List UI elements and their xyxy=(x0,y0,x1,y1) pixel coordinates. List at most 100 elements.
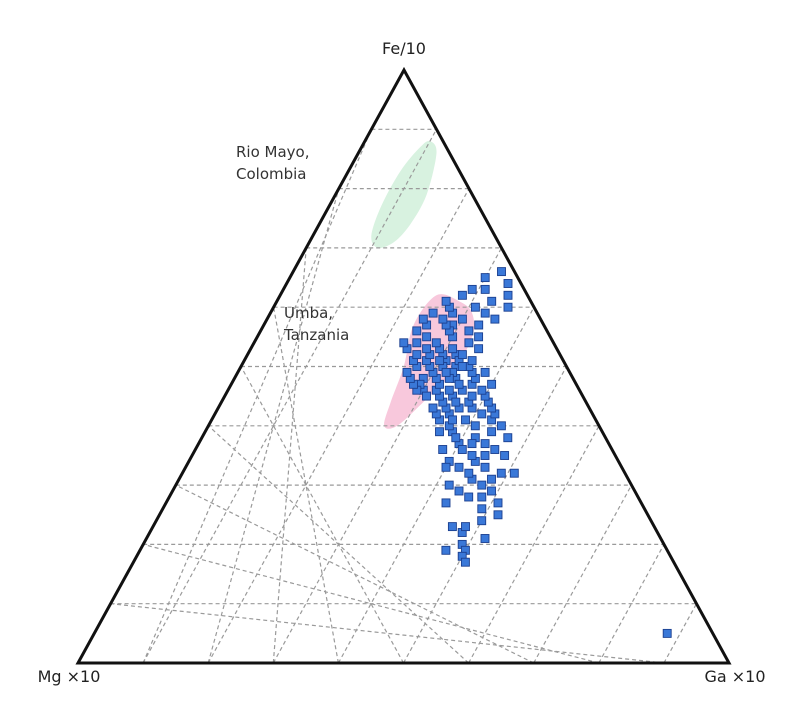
data-point xyxy=(418,314,428,324)
data-point xyxy=(480,308,490,318)
data-point xyxy=(435,356,445,366)
data-point xyxy=(464,338,474,348)
data-point xyxy=(503,290,513,300)
data-point xyxy=(487,474,496,484)
data-point xyxy=(457,350,467,360)
data-point xyxy=(480,284,490,294)
data-point xyxy=(428,308,438,318)
data-point xyxy=(422,332,432,342)
data-point xyxy=(467,284,477,294)
data-point xyxy=(474,344,484,354)
data-point xyxy=(457,314,467,324)
data-point xyxy=(477,480,487,490)
data-point xyxy=(500,451,510,460)
data-point xyxy=(454,379,464,389)
data-point xyxy=(503,279,513,288)
data-points-layer xyxy=(399,267,672,638)
data-point xyxy=(438,445,448,454)
vertex-label-mg: Mg ×10 xyxy=(38,667,101,686)
data-point xyxy=(496,468,506,478)
data-point xyxy=(477,516,487,526)
data-point xyxy=(480,439,490,449)
data-point xyxy=(474,320,484,330)
grid-line xyxy=(142,129,372,664)
data-point xyxy=(448,344,458,354)
region-label-line: Tanzania xyxy=(283,326,349,344)
data-point xyxy=(441,367,451,377)
data-point xyxy=(493,510,503,520)
data-point xyxy=(662,628,672,638)
grid-layer xyxy=(110,128,698,664)
data-point xyxy=(480,462,490,472)
data-point xyxy=(497,267,506,277)
data-point xyxy=(422,391,431,401)
data-point xyxy=(435,427,444,437)
data-point xyxy=(503,302,513,312)
data-point xyxy=(441,498,451,508)
region-label-0: Rio Mayo, Colombia xyxy=(236,143,310,183)
data-point xyxy=(474,332,484,342)
grid-line xyxy=(142,129,438,664)
data-point xyxy=(470,302,480,312)
data-point xyxy=(480,534,490,543)
data-point xyxy=(428,403,438,413)
data-point xyxy=(451,397,461,407)
data-point xyxy=(464,468,474,478)
data-point xyxy=(477,409,487,419)
data-point xyxy=(487,486,496,496)
data-point xyxy=(477,504,487,514)
data-point xyxy=(464,492,474,502)
region-label-line: Rio Mayo, xyxy=(236,143,310,161)
region-label-1: Umba, Tanzania xyxy=(283,304,349,344)
data-point xyxy=(447,522,457,532)
data-point xyxy=(467,451,477,460)
grid-line xyxy=(663,603,698,664)
grid-line xyxy=(468,425,600,664)
grid-line xyxy=(207,188,340,664)
data-point xyxy=(487,379,497,389)
grid-line xyxy=(207,188,470,664)
region-labels-layer: Rio Mayo, Colombia Umba, Tanzania xyxy=(236,143,349,344)
data-point xyxy=(480,273,490,283)
data-point xyxy=(438,314,448,324)
data-point xyxy=(480,451,490,460)
triangle-frame xyxy=(75,66,732,665)
region-label-line: Colombia xyxy=(236,165,307,183)
data-point xyxy=(490,314,500,324)
data-point xyxy=(444,480,454,490)
vertex-label-ga: Ga ×10 xyxy=(704,667,765,686)
data-point xyxy=(412,350,422,360)
region-area-0 xyxy=(371,140,437,249)
grid-line xyxy=(110,603,664,664)
grid-line xyxy=(143,543,599,664)
data-point xyxy=(454,462,464,472)
data-point xyxy=(457,445,467,454)
data-point xyxy=(461,522,470,532)
grid-line xyxy=(273,307,339,664)
data-point xyxy=(457,290,467,300)
data-point xyxy=(487,296,497,306)
data-point xyxy=(461,415,470,425)
data-point xyxy=(480,367,490,377)
data-point xyxy=(496,421,506,431)
data-point xyxy=(441,296,451,306)
data-point xyxy=(441,545,451,555)
data-point xyxy=(467,391,477,401)
data-point xyxy=(457,362,467,371)
data-point xyxy=(464,326,474,336)
data-point xyxy=(509,468,519,478)
data-point xyxy=(451,433,461,443)
data-point xyxy=(477,385,487,395)
data-point xyxy=(412,326,422,336)
grid-line xyxy=(533,484,633,664)
data-point xyxy=(493,498,503,508)
data-point xyxy=(460,557,470,567)
grid-line xyxy=(240,366,405,664)
data-point xyxy=(454,486,464,496)
data-point xyxy=(412,338,422,348)
data-point xyxy=(487,427,497,437)
grid-line xyxy=(598,544,665,664)
data-point xyxy=(399,338,409,348)
data-point xyxy=(441,462,451,472)
